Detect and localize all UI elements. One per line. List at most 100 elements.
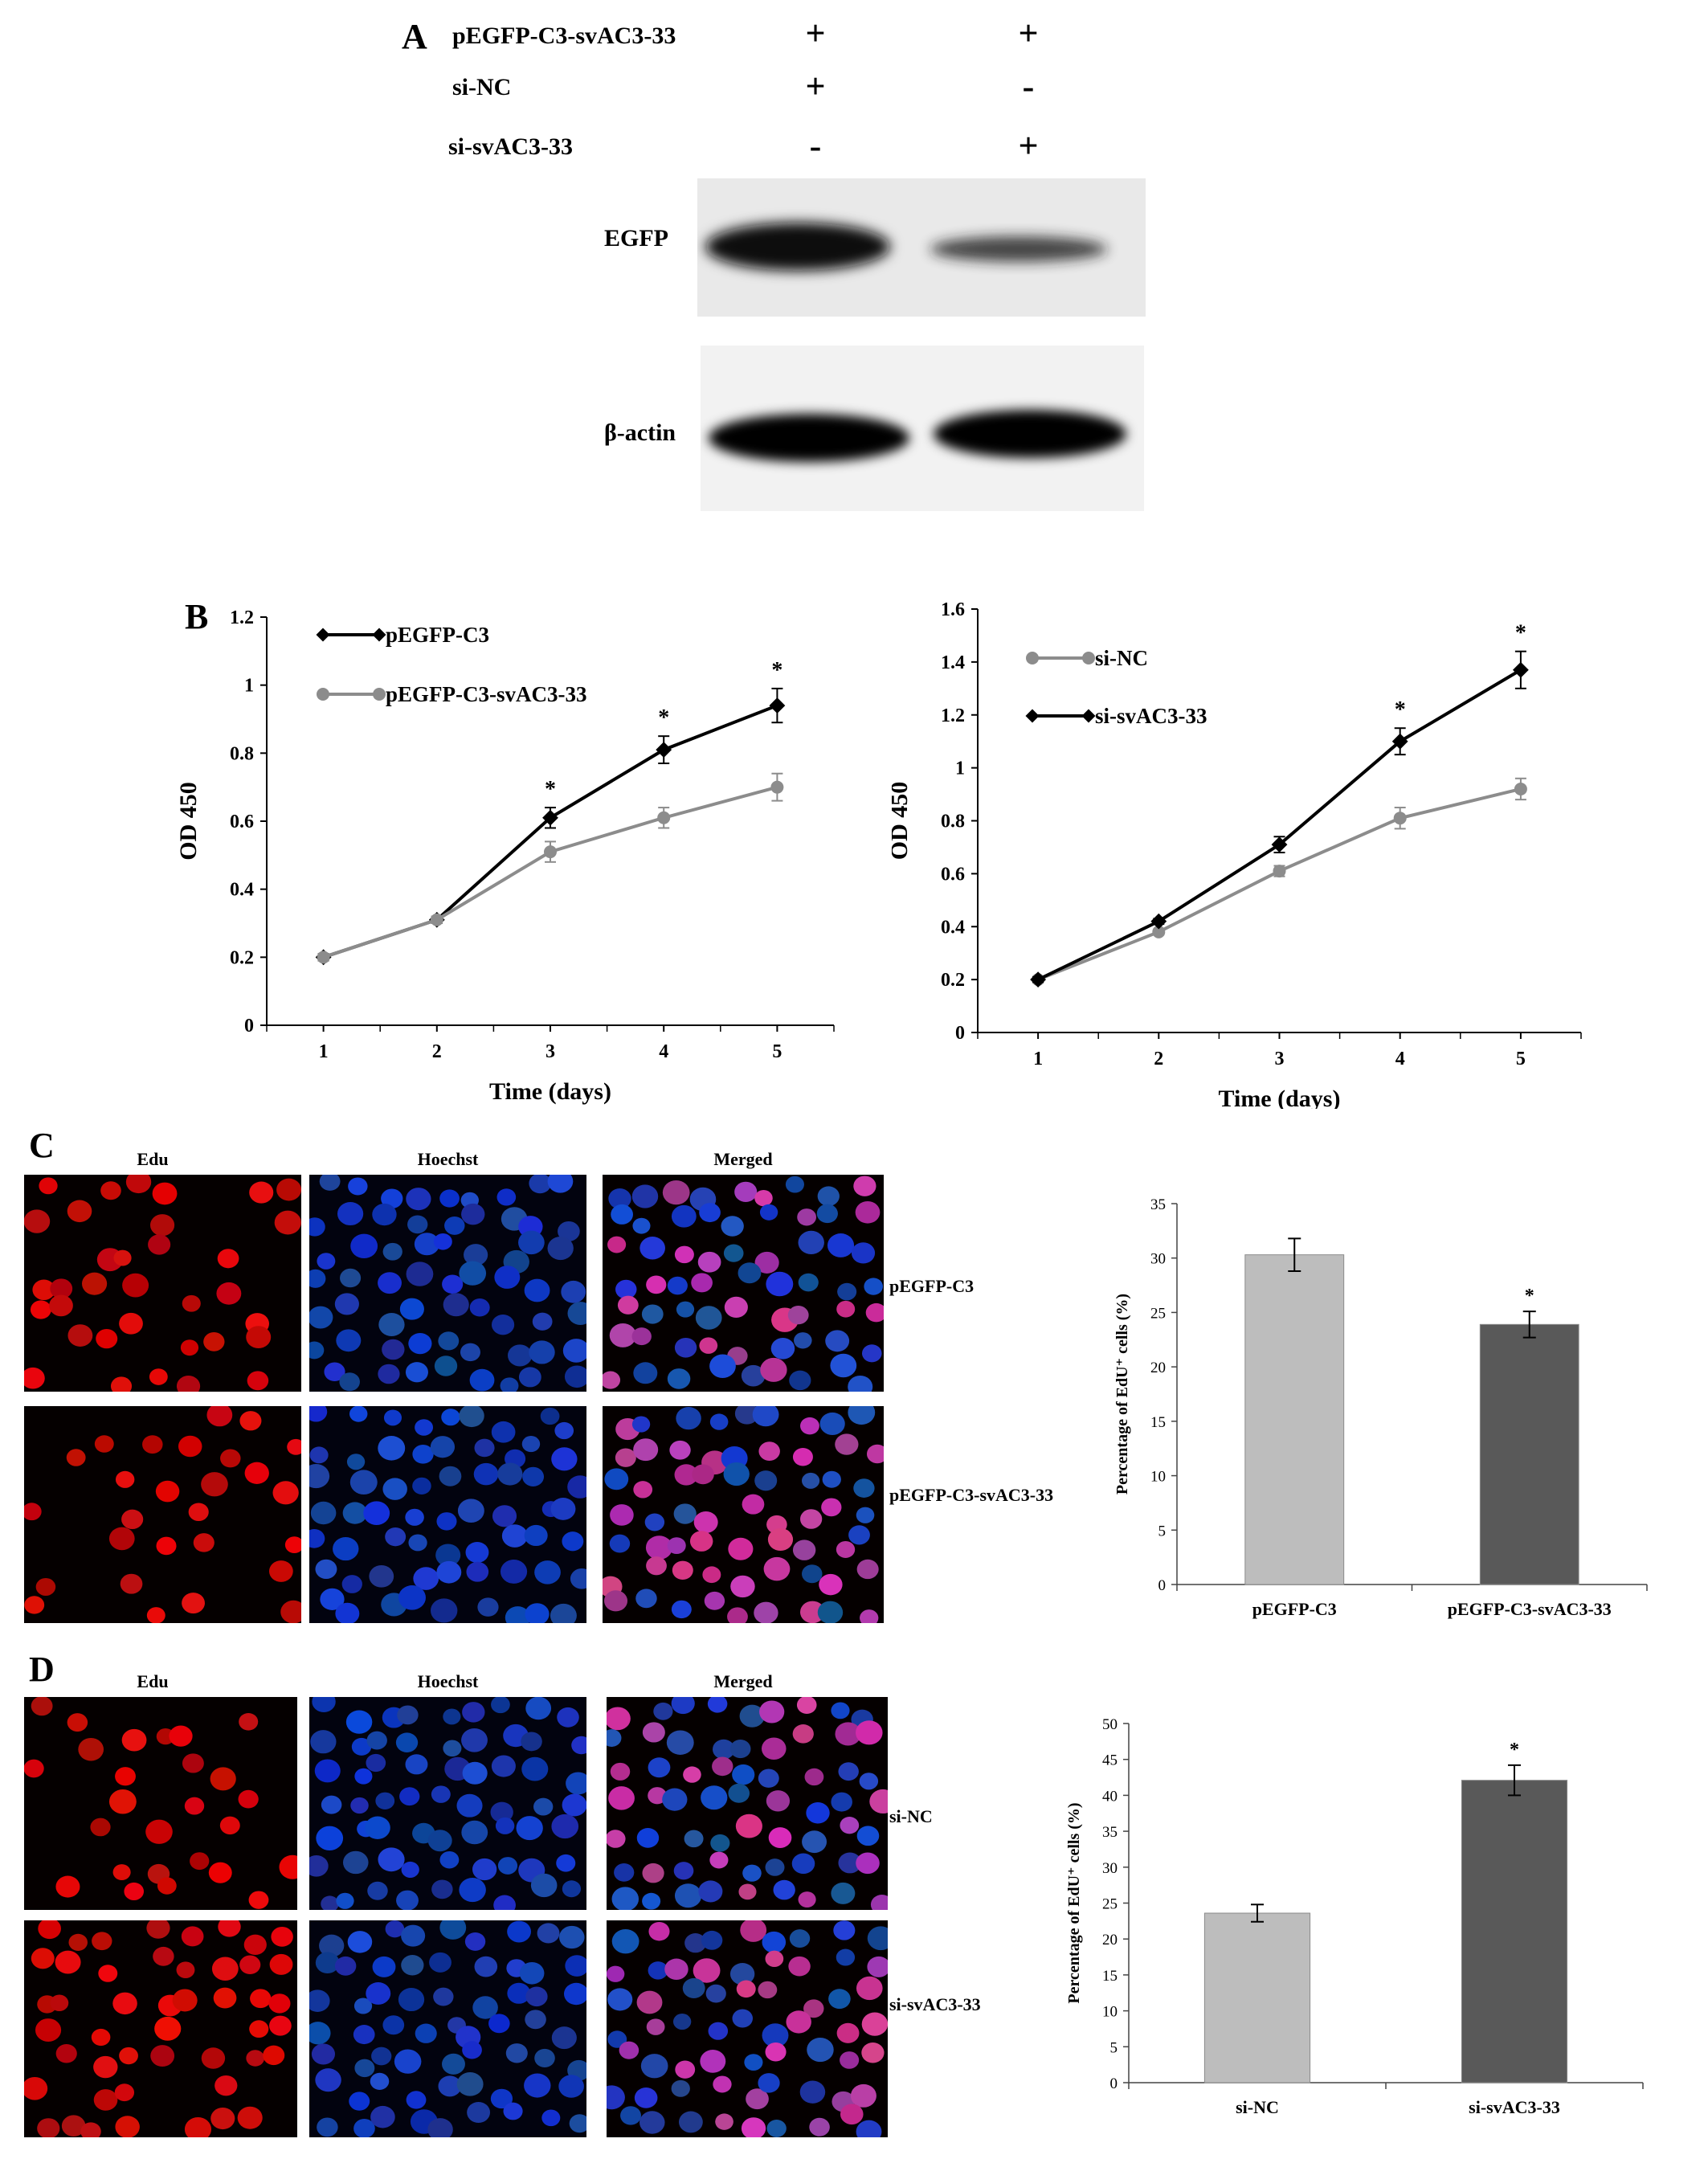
- legend-marker: [372, 628, 386, 642]
- nucleus-edu: [121, 1728, 147, 1752]
- nucleus-hoechst: [363, 1501, 390, 1525]
- nucleus-hoechst: [491, 1697, 510, 1714]
- nucleus-hoechst: [491, 1421, 516, 1443]
- nucleus-hoechst: [401, 1861, 419, 1878]
- nucleus-edu: [119, 2047, 138, 2065]
- data-point: [430, 913, 443, 926]
- nucleus-hoechst: [495, 1817, 515, 1834]
- nucleus-edu: [217, 1249, 239, 1269]
- y-tick-label: 0.8: [230, 743, 254, 764]
- nucleus-hoechst: [525, 1603, 550, 1623]
- nucleus-merged: [804, 1768, 824, 1786]
- nucleus-hoechst: [551, 1813, 579, 1839]
- nucleus-edu: [268, 1993, 291, 2014]
- nucleus-hoechst: [567, 1302, 586, 1325]
- nucleus-hoechst: [371, 2047, 392, 2066]
- series-line: [322, 704, 778, 959]
- nucleus-hoechst: [516, 1816, 543, 1841]
- egfp-band-lane1: [705, 223, 890, 271]
- nucleus-merged: [701, 1930, 723, 1950]
- nucleus-hoechst: [397, 1705, 419, 1725]
- y-tick-label: 20: [1150, 1360, 1166, 1376]
- bar-chart-d: 0 5 10 15 20 25 30 35 40 45 50 si-NC si-svAC3-33 * Per…: [1065, 1716, 1644, 2117]
- nucleus-merged: [853, 1176, 876, 1196]
- nucleus-merged: [838, 1852, 862, 1874]
- y-tick-label: 5: [1158, 1523, 1167, 1540]
- nucleus-hoechst: [372, 1956, 396, 1977]
- nucleus-merged: [631, 1327, 652, 1346]
- nucleus-edu: [93, 2055, 118, 2079]
- nucleus-hoechst: [345, 1710, 373, 1734]
- nucleus-hoechst: [570, 1568, 586, 1589]
- nucleus-hoechst: [347, 1931, 373, 1953]
- nucleus-merged: [611, 1887, 639, 1910]
- nucleus-hoechst: [562, 1339, 586, 1363]
- nucleus-edu: [122, 1273, 149, 1298]
- y-axis-label: OD 450: [892, 782, 913, 861]
- nucleus-merged: [727, 1607, 748, 1623]
- nucleus-edu: [67, 1324, 93, 1347]
- legend-label: si-NC: [1095, 646, 1148, 670]
- nucleus-hoechst: [530, 1873, 558, 1898]
- nucleus-merged: [773, 1879, 795, 1900]
- x-tick-label: 1: [319, 1041, 329, 1062]
- nucleus-merged: [644, 1513, 665, 1531]
- nucleus-edu: [184, 1797, 205, 1815]
- nucleus-merged: [802, 1830, 827, 1854]
- nucleus-hoechst: [378, 1436, 406, 1461]
- legend-marker: [317, 688, 329, 701]
- y-tick-label: 0: [1158, 1577, 1167, 1594]
- nucleus-hoechst: [467, 2102, 491, 2123]
- nucleus-hoechst: [518, 1230, 545, 1255]
- nucleus-edu: [215, 2075, 238, 2096]
- nucleus-merged: [746, 2088, 769, 2110]
- y-tick-label: 1.6: [941, 599, 965, 620]
- nucleus-edu: [269, 2015, 292, 2036]
- nucleus-hoechst: [496, 1188, 517, 1206]
- nucleus-hoechst: [340, 1268, 362, 1288]
- nucleus-hoechst: [521, 1756, 549, 1781]
- nucleus-hoechst: [353, 1997, 373, 2014]
- micrograph-edu: [24, 1697, 297, 1910]
- nucleus-merged: [645, 1535, 673, 1560]
- nucleus-edu: [181, 1926, 204, 1947]
- nucleus-merged: [648, 1961, 668, 1980]
- nucleus-merged: [633, 1362, 658, 1384]
- nucleus-merged: [631, 1416, 651, 1433]
- nucleus-merged: [766, 1790, 791, 1812]
- nucleus-merged: [806, 1802, 830, 1824]
- nucleus-edu: [145, 1819, 173, 1844]
- legend-label: pEGFP-C3: [386, 623, 489, 647]
- nucleus-edu: [115, 1767, 136, 1786]
- nucleus-merged: [728, 1537, 754, 1560]
- nucleus-merged: [785, 1176, 804, 1193]
- nucleus-merged: [768, 1827, 792, 1848]
- nucleus-edu: [169, 1725, 193, 1747]
- nucleus-merged: [788, 1956, 811, 1977]
- nucleus-merged: [684, 1830, 704, 1848]
- nucleus-merged: [729, 1740, 751, 1759]
- nucleus-hoechst: [472, 1858, 497, 1881]
- micrograph-hoechst: [309, 1406, 586, 1623]
- nucleus-edu: [115, 1470, 135, 1488]
- nucleus-merged: [759, 1700, 785, 1724]
- nucleus-merged: [792, 1724, 814, 1744]
- nucleus-merged: [861, 2042, 885, 2063]
- nucleus-merged: [758, 1768, 779, 1788]
- nucleus-merged: [758, 1441, 780, 1462]
- nucleus-edu: [24, 1367, 45, 1389]
- nucleus-edu: [272, 1481, 299, 1505]
- nucleus-merged: [744, 2054, 763, 2071]
- nucleus-merged: [723, 1244, 744, 1262]
- nucleus-hoechst: [464, 1244, 488, 1266]
- egfp-blot-image: [697, 178, 1146, 317]
- nucleus-merged: [855, 1200, 881, 1224]
- nucleus-merged: [671, 1600, 692, 1619]
- nucleus-hoechst: [566, 1772, 586, 1795]
- data-point: [1271, 836, 1288, 853]
- nucleus-merged: [631, 1184, 659, 1208]
- y-tick-label: 30: [1150, 1251, 1166, 1268]
- nucleus-hoechst: [399, 1298, 424, 1320]
- nucleus-hoechst: [372, 1203, 397, 1226]
- nucleus-hoechst: [430, 1436, 456, 1458]
